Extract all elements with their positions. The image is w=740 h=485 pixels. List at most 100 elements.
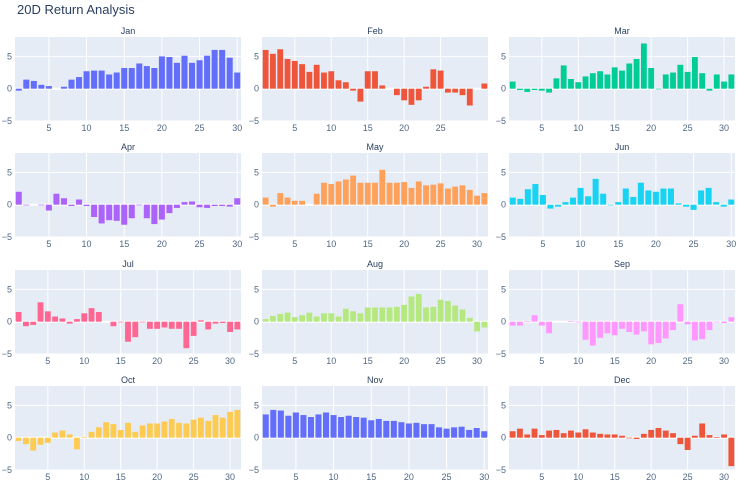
bar-aug-13 <box>350 311 357 322</box>
x-tick-label: 15 <box>363 356 373 366</box>
bar-feb-10 <box>328 71 335 89</box>
bar-sep-4 <box>531 315 538 322</box>
x-tick-label: 30 <box>719 472 729 482</box>
y-tick-label: 0 <box>254 84 259 94</box>
x-tick-label: 15 <box>613 239 623 249</box>
bar-aug-1 <box>262 319 269 322</box>
bar-dec-15 <box>611 434 618 438</box>
bar-mar-13 <box>597 71 604 89</box>
x-tick-label: 20 <box>651 239 661 249</box>
subplot-mar: Mar 5 10 15 20 25 30 −5 0 5 <box>496 26 735 133</box>
y-tick-label: 5 <box>501 400 506 410</box>
bar-oct-5 <box>44 437 51 443</box>
x-tick-label: 15 <box>363 123 373 133</box>
x-tick-label: 20 <box>399 239 409 249</box>
bar-nov-21 <box>413 422 420 438</box>
plot-area-jun <box>509 153 735 237</box>
bar-nov-10 <box>330 415 337 438</box>
bar-aug-31 <box>481 321 488 328</box>
x-tick-label: 10 <box>326 356 336 366</box>
bar-jan-14 <box>113 72 120 89</box>
bar-oct-11 <box>88 431 95 438</box>
bar-jul-21 <box>161 321 168 328</box>
x-tick-label: 5 <box>293 472 298 482</box>
bar-oct-6 <box>52 432 59 438</box>
bar-may-17 <box>379 169 386 205</box>
x-tick-label: 20 <box>399 123 409 133</box>
bar-oct-20 <box>154 423 161 438</box>
bar-feb-2 <box>270 53 276 89</box>
bar-may-27 <box>452 186 459 205</box>
bar-oct-28 <box>212 415 219 438</box>
bar-nov-22 <box>420 424 427 438</box>
bar-may-12 <box>342 179 349 205</box>
bar-nov-18 <box>390 420 397 438</box>
bar-jan-12 <box>98 70 105 89</box>
y-tick-label: 0 <box>501 84 506 94</box>
bar-nov-12 <box>345 415 352 438</box>
bar-dec-9 <box>568 430 574 438</box>
bar-aug-4 <box>284 312 291 322</box>
bar-mar-15 <box>611 67 618 89</box>
x-tick-label: 15 <box>119 123 129 133</box>
bar-jun-23 <box>675 203 682 205</box>
bar-aug-14 <box>357 313 364 322</box>
bar-nov-17 <box>383 420 390 438</box>
bar-sep-30 <box>721 321 727 323</box>
plot-area-jan <box>15 37 241 121</box>
x-tick-label: 15 <box>610 356 620 366</box>
subplot-title-mar: Mar <box>614 26 630 36</box>
bar-may-10 <box>328 184 335 205</box>
bar-mar-22 <box>662 74 669 89</box>
bar-mar-30 <box>721 81 727 89</box>
bar-oct-8 <box>66 434 73 438</box>
bar-may-2 <box>270 204 276 207</box>
x-tick-label: 15 <box>610 123 620 133</box>
bar-aug-5 <box>291 317 298 322</box>
bar-mar-23 <box>670 72 676 89</box>
bar-oct-12 <box>95 427 102 438</box>
y-tick-label: −5 <box>2 232 12 242</box>
bar-jun-7 <box>554 204 561 207</box>
bar-apr-29 <box>226 204 233 207</box>
bar-aug-23 <box>423 307 429 322</box>
bar-jan-26 <box>204 55 211 89</box>
bar-oct-10 <box>81 437 88 438</box>
bar-apr-20 <box>158 204 165 220</box>
x-tick-label: 30 <box>726 239 736 249</box>
bar-feb-3 <box>277 49 284 89</box>
bar-jun-15 <box>615 202 622 205</box>
y-tick-label: 0 <box>501 433 506 443</box>
plot-area-dec <box>509 386 735 470</box>
x-tick-label: 10 <box>79 472 89 482</box>
bar-aug-15 <box>364 307 371 322</box>
x-tick-label: 10 <box>326 239 336 249</box>
bar-sep-2 <box>517 321 523 326</box>
bar-jan-25 <box>196 60 203 89</box>
y-tick-label: 5 <box>254 284 259 294</box>
bar-jul-10 <box>81 313 88 322</box>
bar-jul-1 <box>15 312 22 322</box>
x-tick-label: 5 <box>292 356 297 366</box>
bar-jun-8 <box>562 202 569 205</box>
bar-jan-19 <box>151 68 158 89</box>
bar-aug-24 <box>430 306 437 322</box>
subplot-nov: Nov 5 10 15 20 25 30 −5 0 5 <box>249 375 490 482</box>
bar-dec-2 <box>517 428 523 438</box>
bar-jul-23 <box>176 321 182 329</box>
subplot-title-apr: Apr <box>121 142 135 152</box>
bar-feb-29 <box>466 88 473 106</box>
bar-mar-3 <box>524 88 531 92</box>
bar-apr-7 <box>60 198 67 205</box>
bar-aug-18 <box>386 307 393 322</box>
bar-jun-1 <box>509 197 516 205</box>
x-tick-label: 10 <box>79 356 89 366</box>
subplot-title-jun: Jun <box>615 142 630 152</box>
bar-apr-25 <box>196 204 203 208</box>
bar-sep-6 <box>546 321 553 334</box>
bar-apr-28 <box>219 204 226 206</box>
bar-nov-6 <box>300 415 307 438</box>
bar-mar-16 <box>619 70 625 89</box>
y-tick-label: −5 <box>496 465 506 475</box>
bar-mar-10 <box>575 82 582 89</box>
